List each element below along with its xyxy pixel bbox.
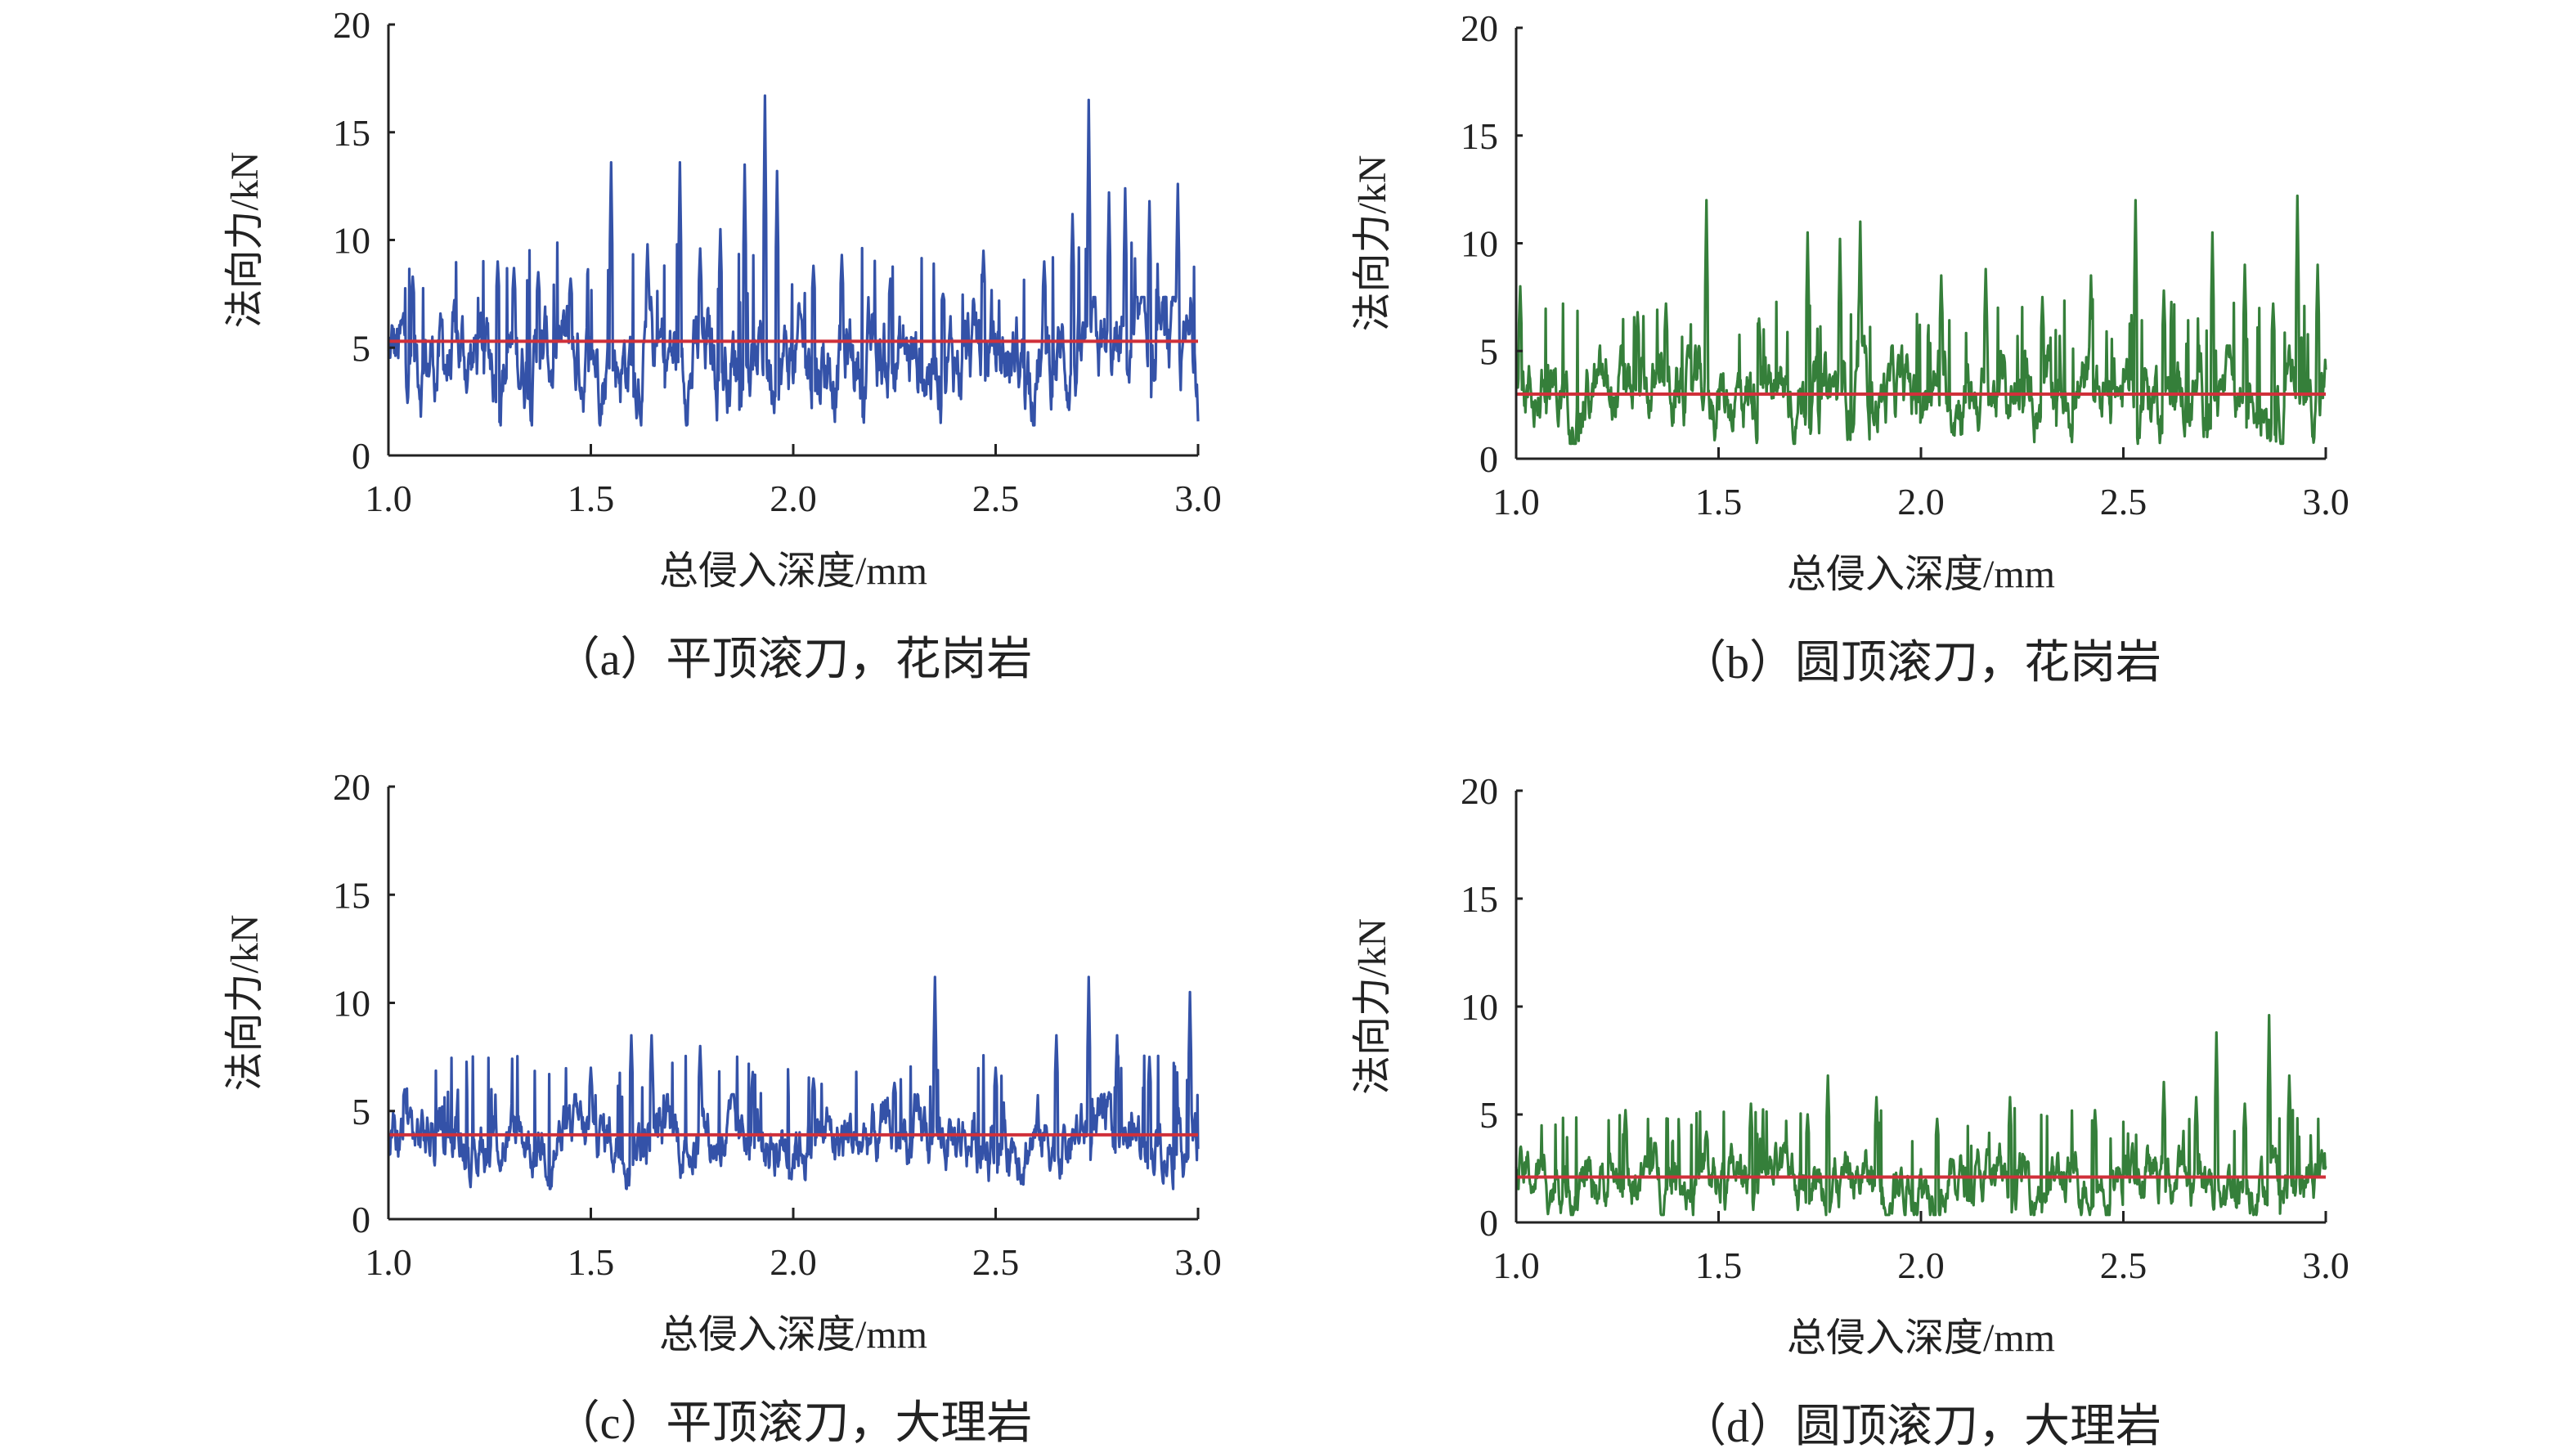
x-tick-label: 1.5 [568, 478, 615, 519]
y-tick-label: 10 [333, 220, 370, 262]
x-axis-label: 总侵入深度/mm [1787, 1316, 2055, 1360]
y-tick-label: 20 [333, 766, 370, 808]
y-tick-label: 15 [1461, 878, 1498, 920]
chart-panel-a: 0 5 10 15 20 1.0 1.5 2.0 2.5 3.0 总侵入深度/mm 法向力/kN （a）… [223, 4, 1222, 685]
y-tick-label: 20 [1461, 770, 1498, 812]
panel-caption: （c）平顶滚刀，大理岩 [554, 1398, 1033, 1449]
x-axis-label: 总侵入深度/mm [659, 1313, 927, 1357]
y-tick-label: 10 [333, 983, 370, 1025]
x-tick-label: 3.0 [2302, 1244, 2349, 1286]
y-tick-label: 15 [333, 874, 370, 916]
x-tick-label: 2.0 [1897, 481, 1945, 522]
y-tick-label: 5 [1479, 1094, 1498, 1136]
y-axis-label: 法向力/kN [1351, 918, 1394, 1095]
y-tick-label: 15 [1461, 115, 1498, 157]
x-tick-label: 1.5 [568, 1241, 615, 1283]
x-tick-label: 1.0 [1492, 1244, 1540, 1286]
y-axis-label: 法向力/kN [1351, 155, 1394, 331]
y-tick-label: 10 [1461, 986, 1498, 1028]
x-tick-label: 2.0 [770, 478, 817, 519]
y-tick-label: 5 [352, 1091, 370, 1132]
force-series-line [1515, 194, 2327, 446]
y-tick-label: 0 [352, 1199, 370, 1240]
y-tick-label: 10 [1461, 223, 1498, 265]
x-tick-label: 1.0 [365, 478, 412, 519]
x-tick-label: 1.5 [1695, 481, 1743, 522]
x-tick-label: 1.0 [1492, 481, 1540, 522]
y-tick-label: 0 [1479, 1202, 1498, 1244]
y-tick-label: 20 [333, 4, 370, 46]
x-tick-label: 3.0 [2302, 481, 2349, 522]
y-tick-label: 0 [352, 435, 370, 477]
y-tick-label: 0 [1479, 438, 1498, 480]
y-tick-label: 15 [333, 112, 370, 154]
force-series-line [387, 975, 1200, 1191]
chart-panel-b: 0 5 10 15 20 1.0 1.5 2.0 2.5 3.0 总侵入深度/mm 法向力/kN （b）… [1351, 7, 2349, 688]
force-series-line [1515, 1013, 2327, 1217]
x-axis-label: 总侵入深度/mm [659, 549, 927, 593]
panel-caption: （a）平顶滚刀，花岗岩 [554, 635, 1033, 685]
x-tick-label: 2.5 [2100, 1244, 2147, 1286]
x-tick-label: 3.0 [1174, 478, 1222, 519]
y-tick-label: 5 [1479, 330, 1498, 372]
panel-caption: （d）圆顶滚刀，大理岩 [1681, 1401, 2161, 1452]
x-tick-label: 2.0 [770, 1241, 817, 1283]
chart-panel-c: 0 5 10 15 20 1.0 1.5 2.0 2.5 3.0 总侵入深度/mm 法向力/kN （c）… [223, 766, 1222, 1449]
y-axis-label: 法向力/kN [223, 914, 267, 1091]
y-axis-label: 法向力/kN [223, 151, 267, 328]
x-tick-label: 3.0 [1174, 1241, 1222, 1283]
x-tick-label: 2.0 [1897, 1244, 1945, 1286]
x-tick-label: 2.5 [972, 478, 1020, 519]
panel-caption: （b）圆顶滚刀，花岗岩 [1681, 638, 2161, 688]
x-tick-label: 2.5 [972, 1241, 1020, 1283]
x-tick-label: 1.5 [1695, 1244, 1743, 1286]
y-tick-label: 5 [352, 327, 370, 369]
x-tick-label: 1.0 [365, 1241, 412, 1283]
chart-panel-d: 0 5 10 15 20 1.0 1.5 2.0 2.5 3.0 总侵入深度/mm 法向力/kN （d）… [1351, 770, 2349, 1452]
x-tick-label: 2.5 [2100, 481, 2147, 522]
y-tick-label: 20 [1461, 7, 1498, 49]
x-axis-label: 总侵入深度/mm [1787, 553, 2055, 596]
force-series-line [387, 94, 1200, 427]
